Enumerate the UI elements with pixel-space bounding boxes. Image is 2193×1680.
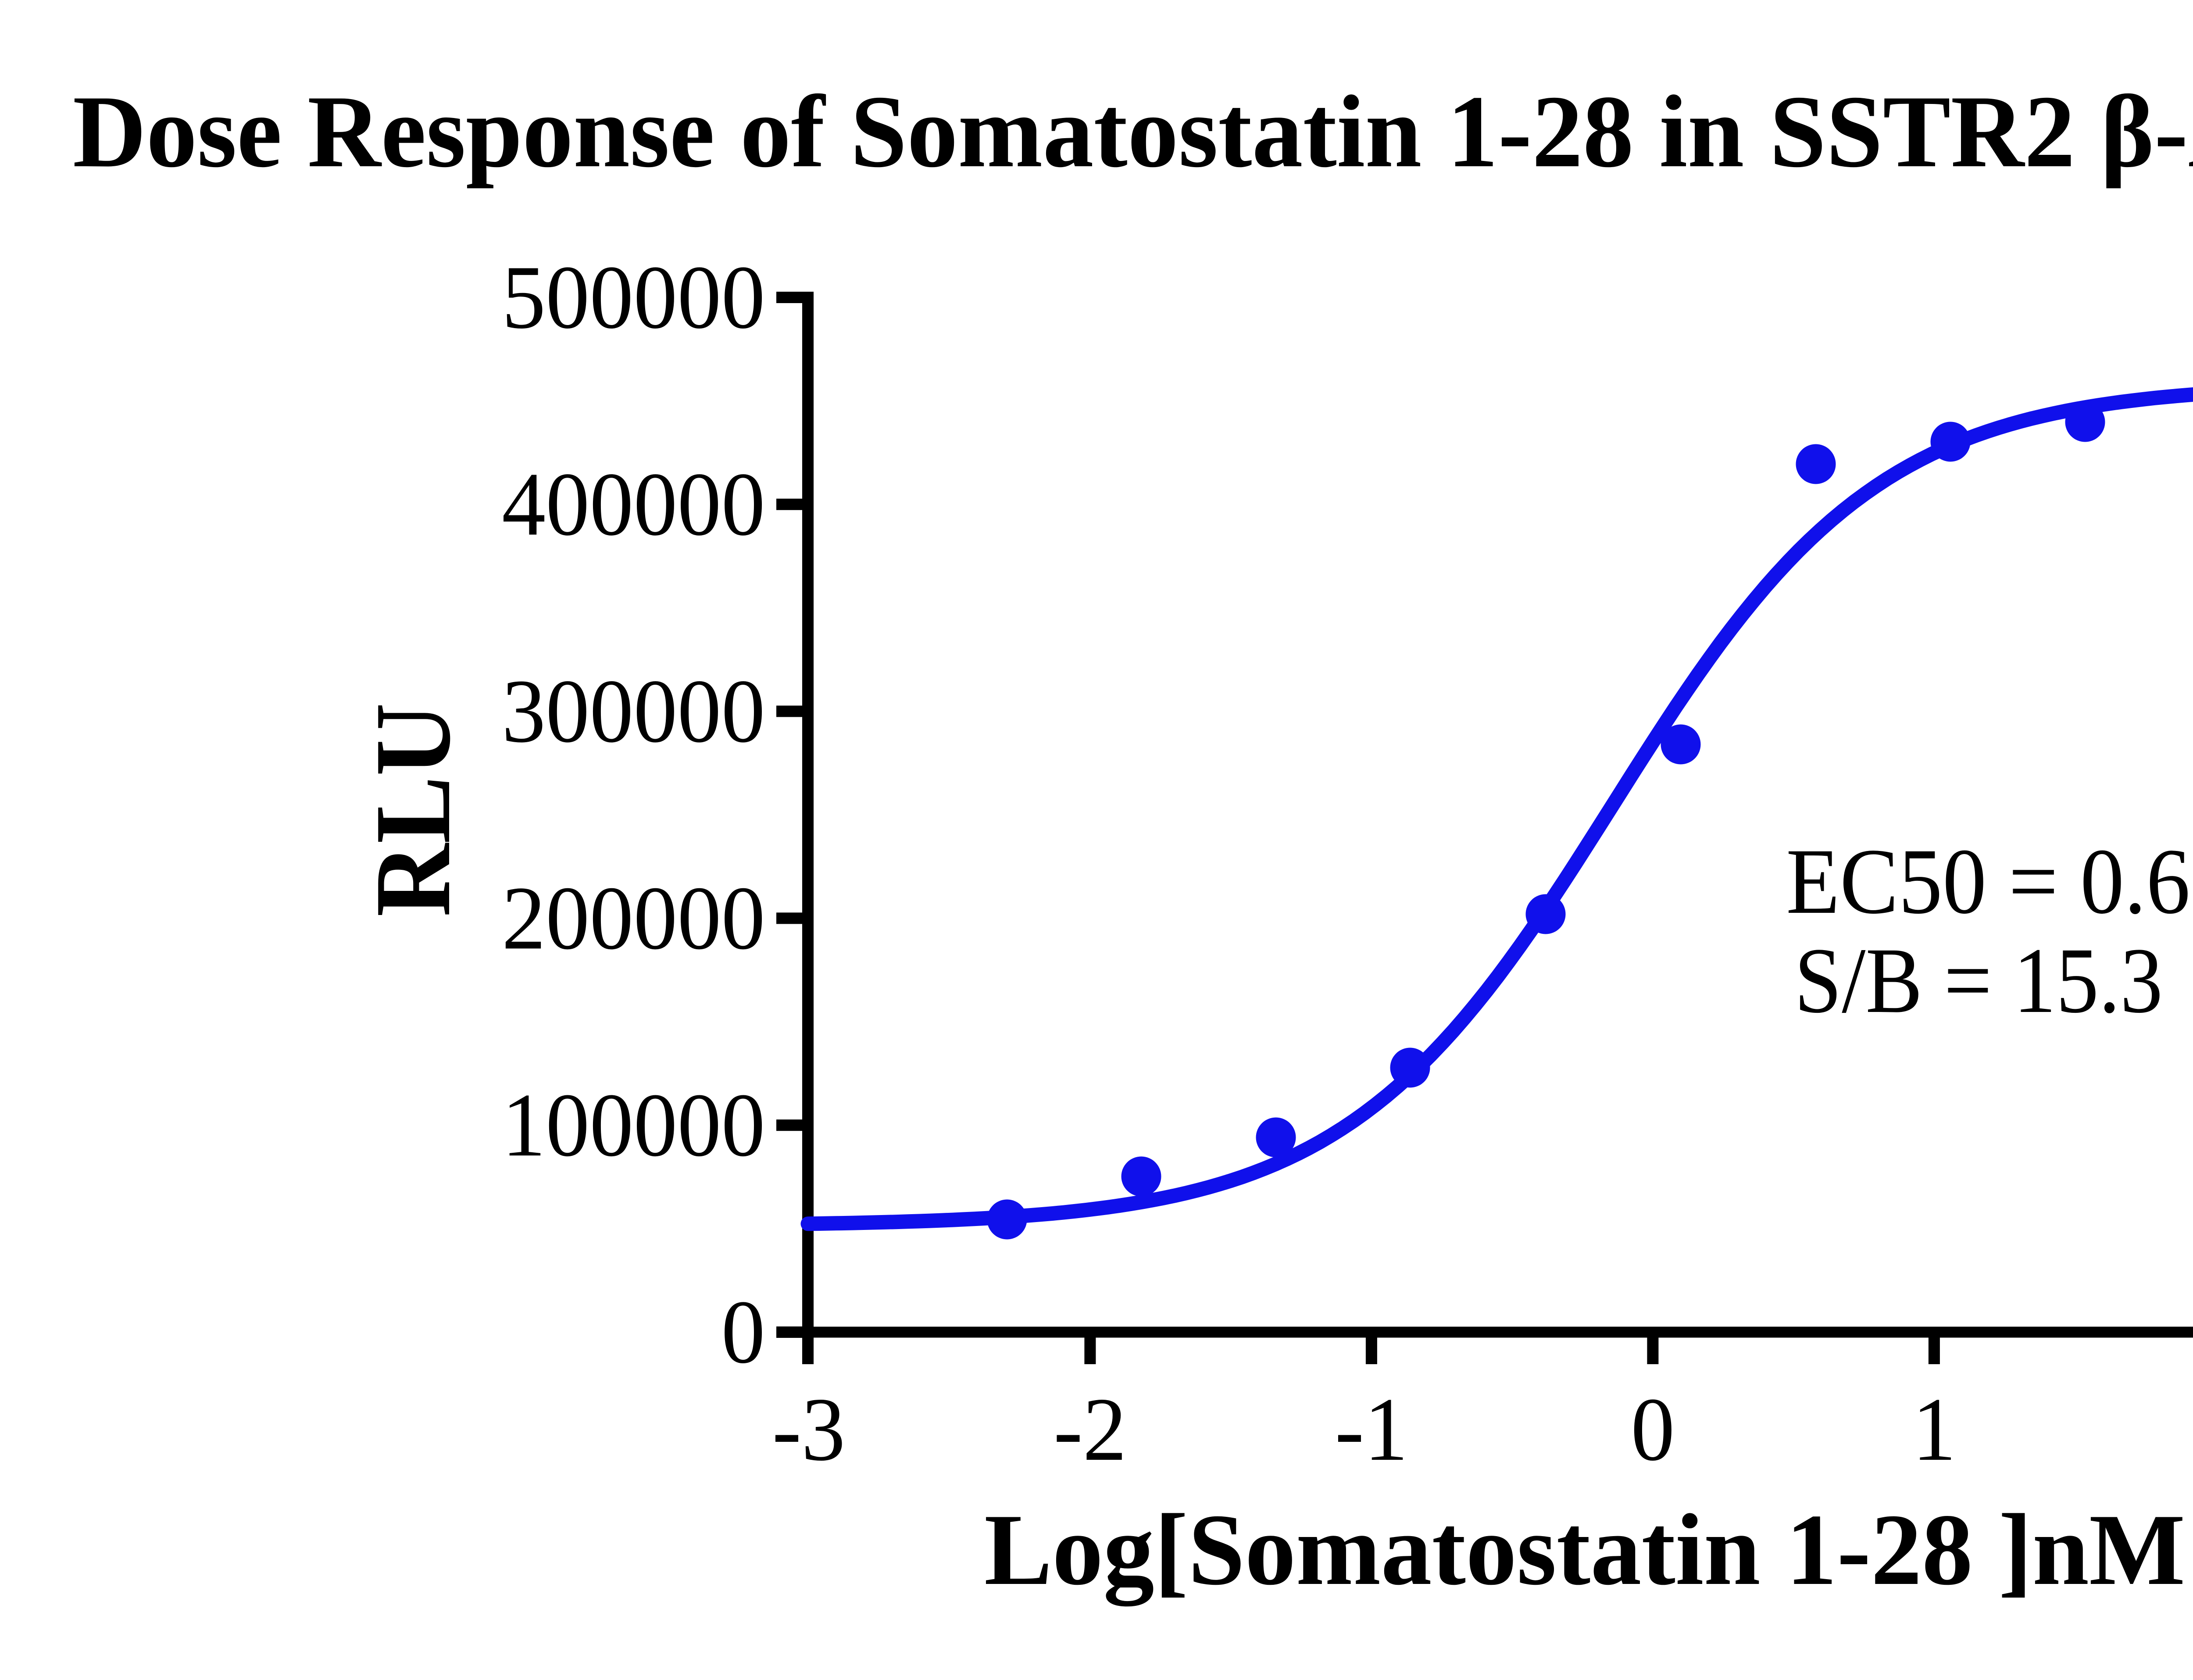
svg-text:-3: -3 [772,1380,846,1480]
svg-text:S/B = 15.3: S/B = 15.3 [1794,929,2163,1033]
svg-text:EC50 = 0.69 nM: EC50 = 0.69 nM [1786,829,2193,933]
svg-text:Log[Somatostatin 1-28 ]nM: Log[Somatostatin 1-28 ]nM [984,1494,2185,1607]
svg-text:500000: 500000 [502,247,765,348]
svg-text:-2: -2 [1054,1380,1127,1480]
svg-text:0: 0 [1631,1380,1675,1480]
svg-text:-1: -1 [1335,1380,1408,1480]
svg-text:100000: 100000 [502,1075,765,1176]
svg-text:Dose Response of Somatostatin: Dose Response of Somatostatin 1-28 in SS… [73,61,2193,189]
svg-text:RLU: RLU [353,703,473,917]
svg-text:0: 0 [721,1282,765,1383]
svg-text:300000: 300000 [502,661,765,762]
svg-text:200000: 200000 [502,868,765,969]
svg-text:1: 1 [1912,1380,1956,1480]
svg-text:400000: 400000 [502,454,765,555]
